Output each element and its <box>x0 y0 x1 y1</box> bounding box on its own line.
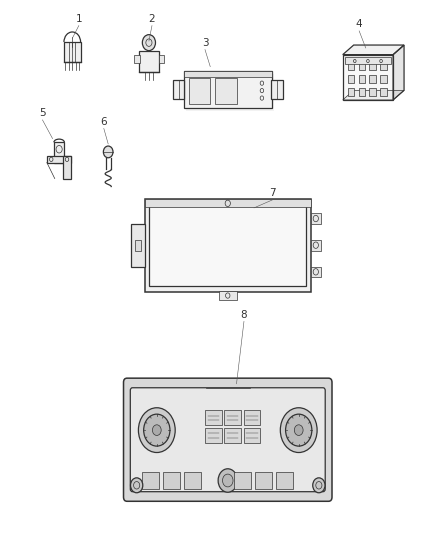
Bar <box>215 78 237 104</box>
Bar <box>139 51 159 72</box>
Bar <box>134 55 140 63</box>
Bar <box>224 410 241 425</box>
Bar <box>345 58 391 64</box>
Bar <box>184 71 272 77</box>
Bar <box>358 63 364 70</box>
Bar <box>358 75 364 83</box>
Circle shape <box>286 414 312 446</box>
Bar <box>311 213 321 224</box>
Bar <box>64 42 81 62</box>
Bar <box>244 410 260 425</box>
Bar <box>47 156 71 163</box>
Bar <box>380 63 386 70</box>
Text: 5: 5 <box>39 108 46 118</box>
Circle shape <box>294 425 303 435</box>
Bar <box>163 472 180 489</box>
Text: 1: 1 <box>75 14 82 24</box>
Bar <box>244 428 260 443</box>
Bar <box>219 291 237 300</box>
Bar <box>184 71 272 108</box>
Bar <box>145 198 311 207</box>
Bar <box>149 204 306 286</box>
Polygon shape <box>343 45 404 55</box>
Circle shape <box>223 474 233 487</box>
Text: 3: 3 <box>201 38 208 48</box>
Polygon shape <box>186 74 274 111</box>
Bar <box>54 142 64 163</box>
Circle shape <box>138 408 175 453</box>
Polygon shape <box>393 45 404 100</box>
Bar <box>348 63 354 70</box>
Bar <box>311 266 321 277</box>
Polygon shape <box>343 55 393 100</box>
Bar <box>205 428 222 443</box>
Bar <box>131 224 145 266</box>
Bar <box>189 78 210 104</box>
Circle shape <box>152 425 161 435</box>
Bar <box>380 88 386 96</box>
FancyBboxPatch shape <box>124 378 332 501</box>
Circle shape <box>142 35 155 51</box>
Text: 8: 8 <box>240 310 247 320</box>
Bar <box>159 55 164 63</box>
Bar <box>276 472 293 489</box>
Bar <box>255 472 272 489</box>
Bar <box>145 199 311 292</box>
Bar <box>173 80 184 99</box>
Bar <box>370 75 376 83</box>
Circle shape <box>103 146 113 158</box>
Circle shape <box>218 469 237 492</box>
Text: 4: 4 <box>356 19 363 29</box>
Circle shape <box>144 414 170 446</box>
Bar <box>311 240 321 251</box>
Circle shape <box>280 408 317 453</box>
Text: 7: 7 <box>269 188 276 198</box>
Bar <box>224 428 241 443</box>
Bar <box>135 240 141 251</box>
Bar <box>370 63 376 70</box>
Bar <box>184 472 201 489</box>
Bar <box>142 472 159 489</box>
Circle shape <box>313 478 325 492</box>
Text: 2: 2 <box>148 14 155 24</box>
Bar <box>358 88 364 96</box>
Bar <box>234 472 251 489</box>
Bar <box>348 75 354 83</box>
Bar <box>205 410 222 425</box>
Bar <box>348 88 354 96</box>
Bar <box>370 88 376 96</box>
Bar <box>380 75 386 83</box>
Bar <box>63 156 71 179</box>
Polygon shape <box>343 90 404 100</box>
Text: 6: 6 <box>100 117 107 127</box>
FancyBboxPatch shape <box>131 388 325 491</box>
Circle shape <box>131 478 143 492</box>
Bar <box>271 80 283 99</box>
